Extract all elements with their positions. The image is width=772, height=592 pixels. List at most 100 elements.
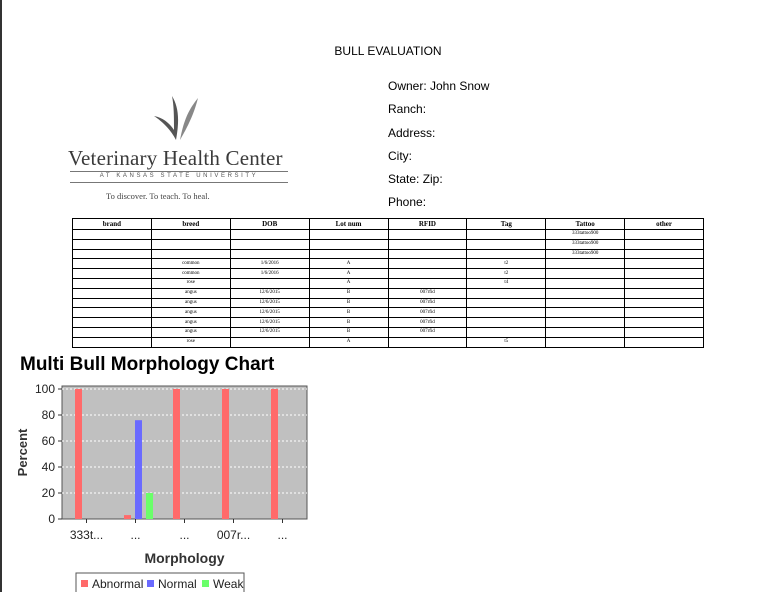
- table-cell: [624, 277, 704, 289]
- owner-line: Owner: John Snow: [388, 79, 490, 93]
- table-cell: 12/6/2015: [229, 287, 310, 299]
- table-cell: A: [308, 277, 389, 289]
- bar-normal: [135, 420, 142, 519]
- table-cell: [308, 229, 389, 240]
- table-row: angus 12/6/2015 B 007rfid: [72, 317, 704, 328]
- table-cell: rose: [150, 336, 231, 348]
- y-tick-label: 40: [42, 460, 56, 474]
- table-cell: [72, 287, 152, 299]
- logo-rule-bottom: [70, 182, 288, 183]
- table-cell: t4: [466, 277, 547, 289]
- y-tick-label: 60: [42, 434, 56, 448]
- owner-info-block: Owner: John Snow Ranch: Address: City: S…: [388, 78, 489, 218]
- table-cell: [545, 336, 626, 348]
- column-header: Tattoo: [545, 218, 626, 230]
- legend-label: Normal: [158, 577, 197, 591]
- table-cell: common: [150, 258, 231, 270]
- table-cell: [387, 336, 468, 348]
- x-tick-label: ...: [179, 528, 189, 542]
- table-row: angus 12/6/2015 B 007rfid: [72, 326, 704, 338]
- chart-title: Multi Bull Morphology Chart: [20, 354, 275, 375]
- table-cell: [72, 336, 152, 348]
- table-cell: [308, 238, 389, 250]
- table-row: 333tattoo900: [72, 238, 704, 250]
- table-cell: [229, 336, 310, 348]
- table-cell: rose: [150, 277, 231, 289]
- table-cell: [545, 326, 626, 338]
- bull-table-body: 333tattoo900 333tattoo900 333tattoo900 comm…: [72, 229, 704, 348]
- table-cell: [545, 317, 626, 328]
- table-cell: [150, 248, 231, 260]
- table-cell: [229, 277, 310, 289]
- table-row: angus 12/6/2015 B 007rfid: [72, 287, 704, 299]
- table-cell: B: [308, 297, 389, 309]
- table-cell: [229, 238, 310, 250]
- table-cell: [72, 317, 152, 328]
- bull-table-header: brand breed DOB Lot num RFID Tag Tattoo other: [72, 218, 704, 230]
- legend-swatch: [147, 580, 154, 587]
- table-cell: 12/6/2015: [229, 297, 310, 309]
- table-cell: 333tattoo900: [545, 238, 626, 250]
- table-row: 333tattoo900: [72, 229, 704, 240]
- table-cell: 007rfid: [387, 307, 468, 319]
- table-cell: [72, 277, 152, 289]
- table-cell: B: [308, 287, 389, 299]
- table-cell: [624, 248, 704, 260]
- table-cell: 333tattoo900: [545, 229, 626, 240]
- table-cell: [72, 297, 152, 309]
- table-cell: [466, 287, 547, 299]
- y-tick-label: 100: [35, 382, 55, 396]
- y-axis-label: Percent: [15, 428, 30, 476]
- table-cell: 1/6/2016: [229, 258, 310, 270]
- phone-line: Phone:: [388, 195, 427, 210]
- address-line: Address:: [388, 125, 436, 140]
- logo-name: Veterinary Health Center: [68, 146, 283, 170]
- table-cell: [545, 268, 626, 279]
- table-cell: 12/6/2015: [229, 326, 310, 338]
- table-cell: A: [308, 268, 389, 279]
- table-cell: angus: [150, 287, 231, 299]
- bar-abnormal: [222, 389, 229, 519]
- bar-abnormal: [173, 389, 180, 519]
- table-cell: B: [308, 317, 389, 328]
- table-cell: [466, 317, 547, 328]
- table-cell: [72, 238, 152, 250]
- table-cell: 12/6/2015: [229, 307, 310, 319]
- bar-abnormal: [271, 389, 278, 519]
- page-left-border: [0, 0, 2, 592]
- table-cell: [387, 248, 468, 260]
- plot-area: [61, 385, 308, 520]
- table-cell: [545, 297, 626, 309]
- bar-abnormal: [75, 389, 82, 519]
- table-cell: 12/6/2015: [229, 317, 310, 328]
- document-title: BULL EVALUATION: [334, 44, 442, 58]
- logo-tagline: To discover. To teach. To heal.: [106, 191, 210, 201]
- table-cell: [387, 229, 468, 240]
- table-cell: 007rfid: [387, 317, 468, 328]
- legend-box: [75, 572, 245, 592]
- table-cell: B: [308, 307, 389, 319]
- table-cell: angus: [150, 297, 231, 309]
- bar-weak: [146, 493, 153, 519]
- table-cell: [387, 238, 468, 250]
- x-tick-label: 333t...: [70, 528, 103, 542]
- table-cell: [624, 287, 704, 299]
- table-cell: t2: [466, 268, 547, 279]
- table-cell: [72, 326, 152, 338]
- bull-table: brand breed DOB Lot num RFID Tag Tattoo other 3…: [72, 218, 704, 348]
- table-cell: [72, 248, 152, 260]
- legend-label: Weak: [213, 577, 244, 591]
- table-cell: t5: [466, 336, 547, 348]
- table-cell: [229, 229, 310, 240]
- table-cell: [545, 307, 626, 319]
- table-cell: A: [308, 258, 389, 270]
- table-cell: [72, 307, 152, 319]
- table-cell: common: [150, 268, 231, 279]
- logo-subtitle: AT KANSAS STATE UNIVERSITY: [99, 173, 259, 179]
- table-row: 333tattoo900: [72, 248, 704, 260]
- table-cell: [624, 238, 704, 250]
- table-cell: t2: [466, 258, 547, 270]
- table-cell: A: [308, 336, 389, 348]
